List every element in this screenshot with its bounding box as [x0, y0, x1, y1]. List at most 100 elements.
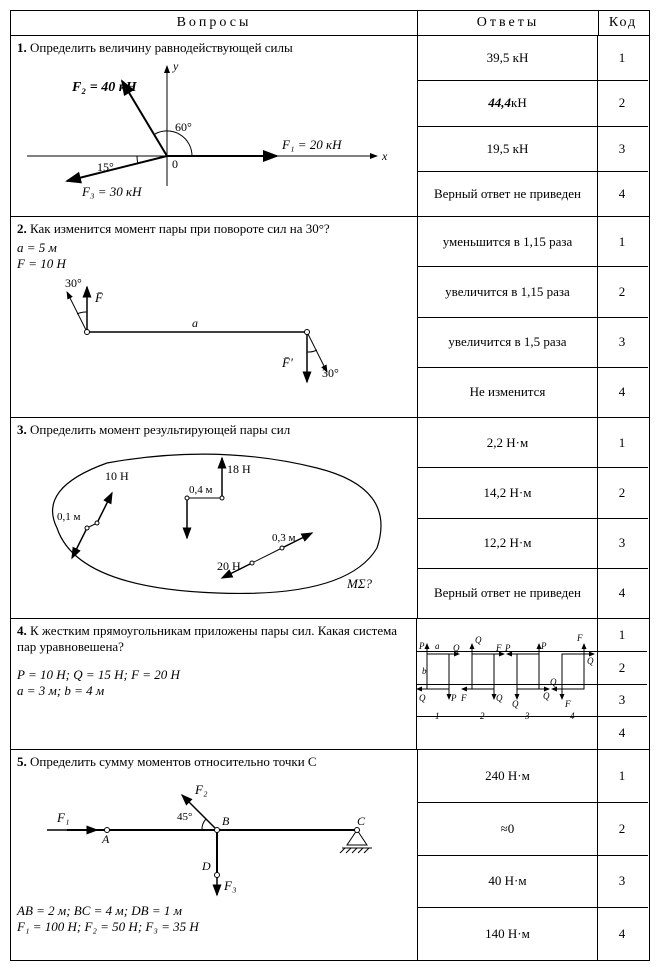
question-text: Как изменится момент пары при повороте с… [30, 221, 330, 236]
svg-text:P: P [450, 693, 457, 703]
question-given: P = 10 Н; Q = 15 Н; F = 20 Нa = 3 м; b =… [17, 667, 410, 699]
svg-text:0: 0 [172, 157, 178, 171]
question-number: 4. [17, 623, 27, 638]
answer-code: 2 [598, 267, 646, 316]
svg-text:F: F [460, 693, 467, 703]
question-text: Определить величину равнодействующей сил… [30, 40, 293, 55]
answer-diagram-area: QQ PP ab 1 QF FQ 2 [417, 619, 598, 749]
question-number: 3. [17, 422, 27, 437]
answer-value: 12,2 Н·м [418, 519, 598, 568]
answer-value: 39,5 кН [418, 36, 598, 80]
svg-text:F₃: F₃ [223, 878, 236, 893]
question-cell: 5. Определить сумму моментов относительн… [11, 750, 418, 960]
answer-code: 3 [598, 856, 646, 908]
header-row: Вопросы Ответы Код [11, 11, 649, 36]
answer-value: 140 Н·м [418, 908, 598, 960]
svg-text:60°: 60° [175, 120, 192, 134]
svg-text:10 Н: 10 Н [105, 469, 129, 483]
answers-col: 240 Н·м1 ≈02 40 Н·м3 140 Н·м4 [418, 750, 648, 960]
svg-text:F: F [576, 633, 583, 643]
svg-text:D: D [201, 859, 211, 873]
question-text: Определить момент результирующей пары си… [30, 422, 290, 437]
svg-text:C: C [357, 814, 366, 828]
svg-text:F₃ = 30 кН: F₃ = 30 кН [81, 184, 142, 199]
answer-code: 2 [597, 652, 646, 684]
diagram-q3: 10 Н 0,1 м 18 Н 0,4 м 20 Н 0,3 м MΣ? [17, 438, 411, 603]
answer-code: 1 [598, 750, 646, 802]
question-text: Определить сумму моментов относительно т… [30, 754, 317, 769]
svg-text:Q: Q [475, 635, 482, 645]
svg-text:a: a [192, 316, 198, 330]
answer-value: увеличится в 1,5 раза [418, 318, 598, 367]
svg-text:a: a [435, 641, 440, 651]
answers-col: QQ PP ab 1 QF FQ 2 [417, 619, 647, 749]
svg-text:Q: Q [496, 693, 503, 703]
diagram-q1: F₂ = 40 кН F₁ = 20 кН F₃ = 30 кН 60° 15°… [17, 56, 411, 201]
answer-code: 1 [598, 36, 646, 80]
svg-text:18 Н: 18 Н [227, 462, 251, 476]
question-row-4: 4. К жестким прямоугольникам приложены п… [11, 619, 649, 750]
answer-code: 2 [598, 468, 646, 517]
answers-col: 39,5 кН1 44,4 кН2 19,5 кН3 Верный ответ … [418, 36, 648, 216]
answer-code: 2 [598, 81, 646, 125]
question-row-3: 3. Определить момент результирующей пары… [11, 418, 649, 619]
answer-value: Верный ответ не приведен [418, 569, 598, 618]
svg-text:P: P [540, 641, 547, 651]
answer-code: 3 [598, 318, 646, 367]
answer-code: 4 [598, 172, 646, 216]
svg-text:Q: Q [419, 693, 426, 703]
answer-code: 4 [598, 569, 646, 618]
answer-code: 3 [598, 127, 646, 171]
svg-text:P: P [418, 641, 425, 651]
question-cell: 4. К жестким прямоугольникам приложены п… [11, 619, 417, 749]
svg-text:Q: Q [453, 643, 460, 653]
answer-code: 3 [597, 685, 646, 717]
svg-text:F₂ = 40 кН: F₂ = 40 кН [71, 80, 138, 95]
svg-text:2: 2 [480, 711, 485, 721]
svg-text:F: F [564, 699, 571, 709]
svg-text:Q: Q [587, 656, 594, 666]
svg-text:4: 4 [570, 711, 575, 721]
answer-value: ≈0 [418, 803, 598, 855]
header-questions: Вопросы [11, 11, 418, 35]
svg-text:F̄': F̄' [281, 355, 293, 370]
svg-text:30°: 30° [65, 276, 82, 290]
answers-col: уменьшится в 1,15 раза1 увеличится в 1,1… [418, 217, 648, 417]
svg-text:F̄: F̄ [94, 290, 104, 305]
answer-value: 2,2 Н·м [418, 418, 598, 467]
answer-code: 1 [597, 619, 646, 651]
svg-text:15°: 15° [97, 160, 114, 174]
question-given: AB = 2 м; BC = 4 м; DB = 1 мF₁ = 100 Н; … [17, 903, 411, 935]
answer-code: 4 [597, 717, 646, 749]
answer-value: 240 Н·м [418, 750, 598, 802]
worksheet-table: Вопросы Ответы Код 1. Определить величин… [10, 10, 650, 961]
svg-text:F₂: F₂ [194, 782, 208, 797]
svg-text:Q: Q [543, 691, 550, 701]
answer-value: Верный ответ не приведен [418, 172, 598, 216]
diagram-q4-options: QQ PP ab 1 QF FQ 2 [417, 619, 597, 747]
answer-code: 2 [598, 803, 646, 855]
svg-text:F: F [495, 643, 502, 653]
question-text: К жестким прямоугольникам приложены пары… [17, 623, 397, 654]
answer-value: Не изменится [418, 368, 598, 417]
svg-text:A: A [101, 832, 110, 846]
svg-text:0,3 м: 0,3 м [272, 532, 296, 544]
svg-text:x: x [381, 149, 388, 163]
svg-text:0,1 м: 0,1 м [57, 511, 81, 523]
answer-value: уменьшится в 1,15 раза [418, 217, 598, 266]
svg-text:F₁ = 20 кН: F₁ = 20 кН [281, 137, 342, 152]
svg-text:P: P [504, 643, 511, 653]
question-number: 5. [17, 754, 27, 769]
answer-code: 4 [598, 908, 646, 960]
answer-code: 3 [598, 519, 646, 568]
question-given: a = 5 мF = 10 Н [17, 240, 411, 272]
svg-text:Q: Q [512, 699, 519, 709]
svg-text:F₁: F₁ [56, 810, 69, 825]
question-number: 1. [17, 40, 27, 55]
svg-text:30°: 30° [322, 366, 339, 380]
svg-text:MΣ?: MΣ? [346, 576, 373, 591]
question-row-5: 5. Определить сумму моментов относительн… [11, 750, 649, 960]
answer-code: 1 [598, 217, 646, 266]
answer-value: 44,4 кН [418, 81, 598, 125]
question-number: 2. [17, 221, 27, 236]
